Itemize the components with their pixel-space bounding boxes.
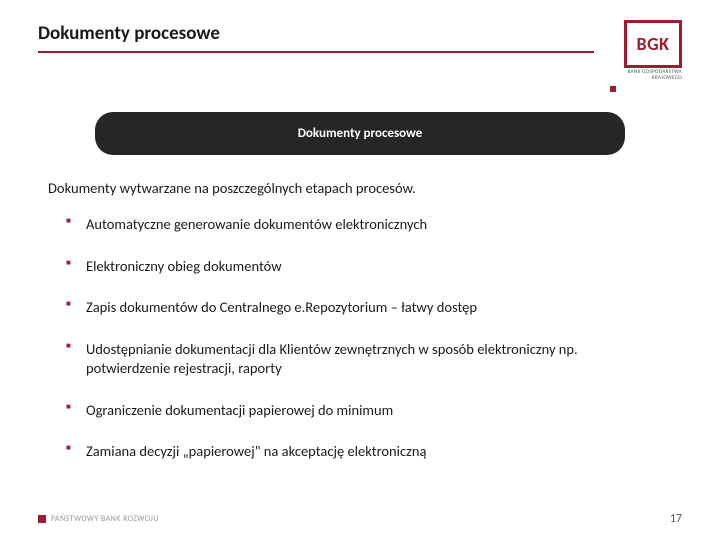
slide: Dokumenty procesowe BGK BANK GOSPODARSTW…	[0, 0, 720, 540]
list-item: Automatyczne generowanie dokumentów elek…	[66, 215, 682, 235]
list-item: Udostępnianie dokumentacji dla Klientów …	[66, 340, 682, 379]
footer-text: PAŃSTWOWY BANK ROZWOJU	[51, 514, 159, 524]
bullet-list: Automatyczne generowanie dokumentów elek…	[38, 215, 682, 462]
banner-label: Dokumenty procesowe	[298, 126, 423, 141]
page-title: Dokumenty procesowe	[38, 22, 594, 53]
logo-subtitle: BANK GOSPODARSTWAKRAJOWEGO	[628, 70, 682, 82]
footer-square-icon	[38, 515, 46, 523]
accent-dot	[610, 86, 616, 92]
list-item: Elektroniczny obieg dokumentów	[66, 257, 682, 277]
header-row: Dokumenty procesowe BGK BANK GOSPODARSTW…	[38, 22, 682, 82]
footer: PAŃSTWOWY BANK ROZWOJU 17	[38, 512, 682, 526]
footer-left: PAŃSTWOWY BANK ROZWOJU	[38, 514, 159, 524]
list-item: Zamiana decyzji „papierowej" na akceptac…	[66, 442, 682, 462]
logo-box: BGK	[624, 20, 682, 68]
banner: Dokumenty procesowe	[95, 112, 625, 155]
subtitle: Dokumenty wytwarzane na poszczególnych e…	[38, 179, 682, 197]
page-number: 17	[670, 512, 682, 526]
list-item: Ograniczenie dokumentacji papierowej do …	[66, 401, 682, 421]
logo: BGK BANK GOSPODARSTWAKRAJOWEGO	[624, 20, 682, 82]
list-item: Zapis dokumentów do Centralnego e.Repozy…	[66, 298, 682, 318]
